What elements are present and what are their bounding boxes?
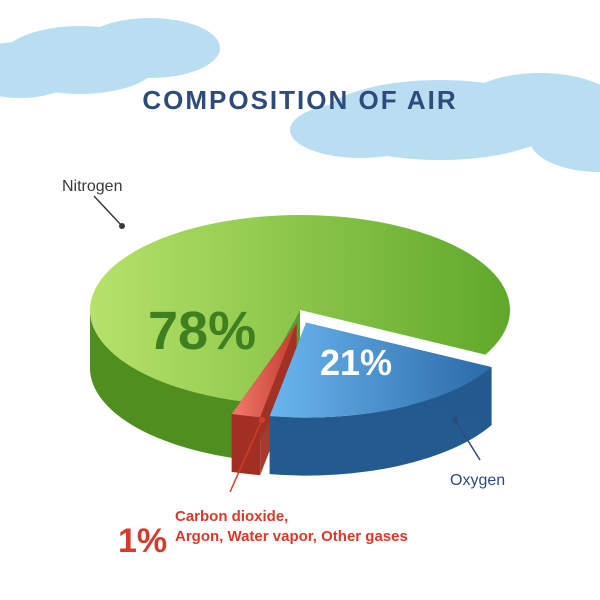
percent-nitrogen: 78% xyxy=(148,300,256,362)
label-nitrogen: Nitrogen xyxy=(62,178,122,196)
label-other-line1: Carbon dioxide, xyxy=(175,508,288,525)
infographic-stage: COMPOSITION OF AIR Nitrogen 78% 21% Oxyg… xyxy=(0,0,600,600)
leader-lines xyxy=(0,0,600,600)
percent-other: 1% xyxy=(118,522,167,561)
label-other-line2: Argon, Water vapor, Other gases xyxy=(175,528,408,545)
percent-oxygen: 21% xyxy=(320,342,392,384)
label-oxygen: Oxygen xyxy=(450,472,505,490)
